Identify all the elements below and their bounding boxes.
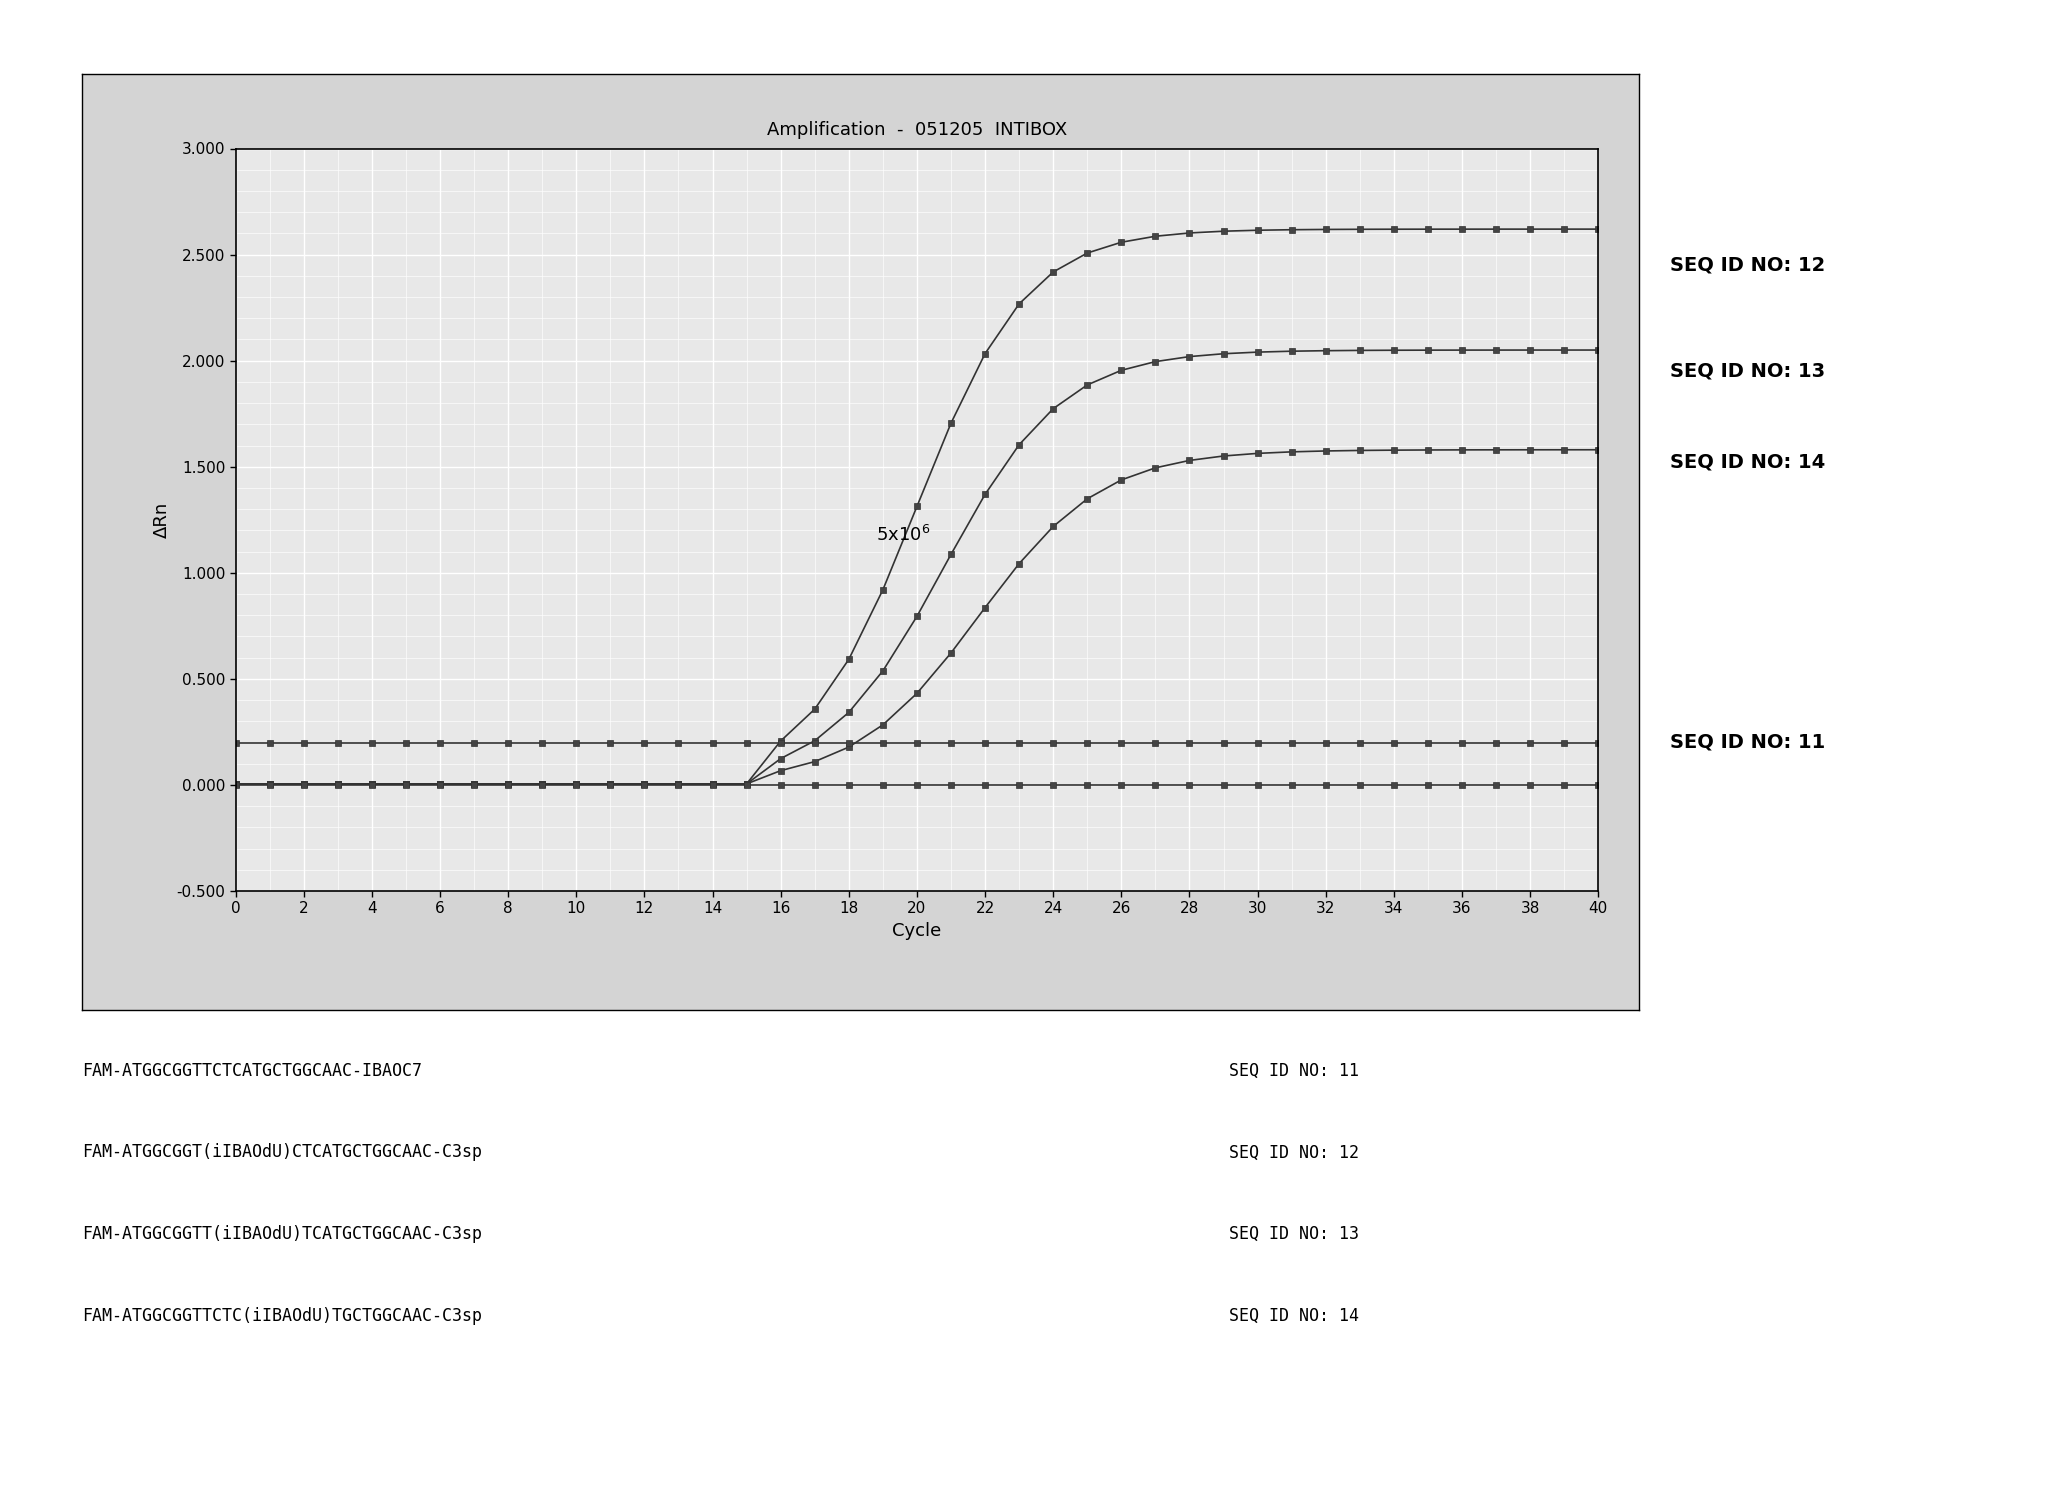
Text: SEQ ID NO: 11: SEQ ID NO: 11 [1229, 1062, 1358, 1080]
Text: FAM-ATGGCGGTTCTCATGCTGGCAAC-IBAOC7: FAM-ATGGCGGTTCTCATGCTGGCAAC-IBAOC7 [82, 1062, 422, 1080]
Text: SEQ ID NO: 14: SEQ ID NO: 14 [1229, 1307, 1358, 1325]
Text: SEQ ID NO: 13: SEQ ID NO: 13 [1670, 362, 1826, 380]
Text: FAM-ATGGCGGT(iIBAOdU)CTCATGCTGGCAAC-C3sp: FAM-ATGGCGGT(iIBAOdU)CTCATGCTGGCAAC-C3sp [82, 1143, 482, 1161]
Text: SEQ ID NO: 11: SEQ ID NO: 11 [1670, 734, 1826, 751]
Text: SEQ ID NO: 12: SEQ ID NO: 12 [1229, 1143, 1358, 1161]
Text: FAM-ATGGCGGTTCTC(iIBAOdU)TGCTGGCAAC-C3sp: FAM-ATGGCGGTTCTC(iIBAOdU)TGCTGGCAAC-C3sp [82, 1307, 482, 1325]
X-axis label: Cycle: Cycle [891, 922, 943, 940]
Title: Amplification  -  051205  INTIBOX: Amplification - 051205 INTIBOX [766, 120, 1068, 138]
Text: FAM-ATGGCGGTT(iIBAOdU)TCATGCTGGCAAC-C3sp: FAM-ATGGCGGTT(iIBAOdU)TCATGCTGGCAAC-C3sp [82, 1225, 482, 1243]
Text: 5x10$^6$: 5x10$^6$ [877, 524, 930, 545]
Text: SEQ ID NO: 14: SEQ ID NO: 14 [1670, 453, 1826, 472]
Y-axis label: ΔRn: ΔRn [154, 502, 170, 538]
Text: SEQ ID NO: 13: SEQ ID NO: 13 [1229, 1225, 1358, 1243]
Text: SEQ ID NO: 12: SEQ ID NO: 12 [1670, 255, 1826, 275]
